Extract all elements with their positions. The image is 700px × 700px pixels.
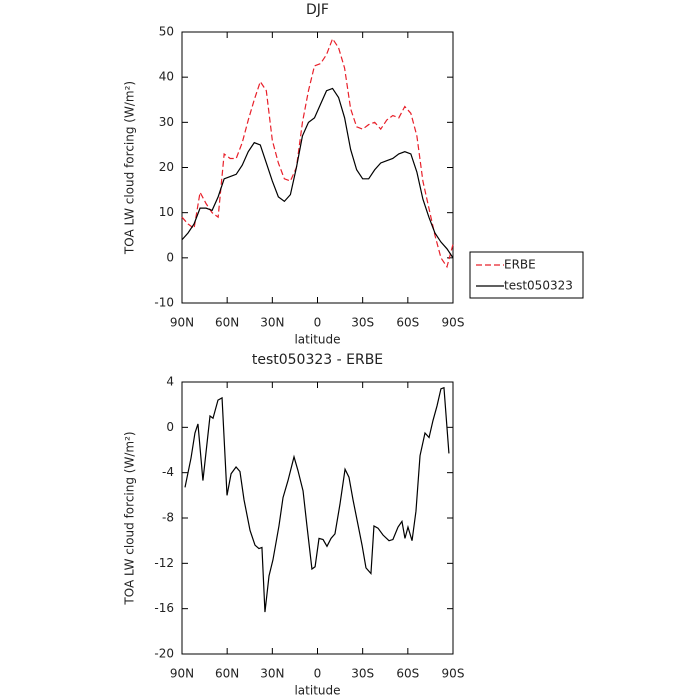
x-tick-label: 30S: [351, 667, 374, 681]
y-tick-label: 20: [159, 160, 174, 174]
data-line: [181, 37, 454, 269]
x-tick-label: 90N: [170, 667, 194, 681]
y-tick-label: -8: [162, 511, 174, 525]
data-line: [181, 87, 454, 259]
plot-frame: [181, 31, 454, 304]
y-tick-label: -4: [162, 465, 174, 479]
x-tick-label: 60S: [396, 316, 419, 330]
y-tick-label: 10: [159, 205, 174, 219]
x-tick-label: 90S: [442, 667, 465, 681]
x-tick-label: 30N: [260, 667, 284, 681]
legend-label: test050323: [504, 279, 573, 293]
y-tick-label: -16: [154, 601, 174, 615]
x-tick-label: 60S: [396, 667, 419, 681]
x-tick-label: 90S: [442, 316, 465, 330]
x-tick-label: 60N: [215, 316, 239, 330]
x-tick-label: 0: [314, 316, 322, 330]
y-tick-label: 0: [166, 420, 174, 434]
x-tick-label: 30S: [351, 316, 374, 330]
legend-box: [469, 251, 584, 299]
data-line: [184, 386, 450, 613]
y-axis-label: TOA LW cloud forcing (W/m²): [123, 431, 137, 605]
y-tick-label: 50: [159, 25, 174, 39]
x-axis-label: latitude: [294, 684, 340, 698]
y-tick-label: -20: [154, 647, 174, 661]
x-axis-label: latitude: [294, 333, 340, 347]
x-tick-label: 30N: [260, 316, 284, 330]
y-tick-label: 40: [159, 70, 174, 84]
y-tick-label: 4: [166, 375, 174, 389]
x-tick-label: 0: [314, 667, 322, 681]
x-tick-label: 90N: [170, 316, 194, 330]
chart-title: DJF: [306, 2, 329, 18]
y-tick-label: -12: [154, 556, 174, 570]
chart-title: test050323 - ERBE: [252, 352, 383, 368]
legend-label: ERBE: [504, 258, 536, 272]
y-tick-label: -10: [154, 296, 174, 310]
plot-frame: [181, 381, 454, 655]
legend: ERBE test050323: [469, 251, 584, 299]
y-axis-label: TOA LW cloud forcing (W/m²): [123, 81, 137, 255]
y-tick-label: 0: [166, 250, 174, 264]
x-tick-label: 60N: [215, 667, 239, 681]
y-tick-label: 30: [159, 115, 174, 129]
